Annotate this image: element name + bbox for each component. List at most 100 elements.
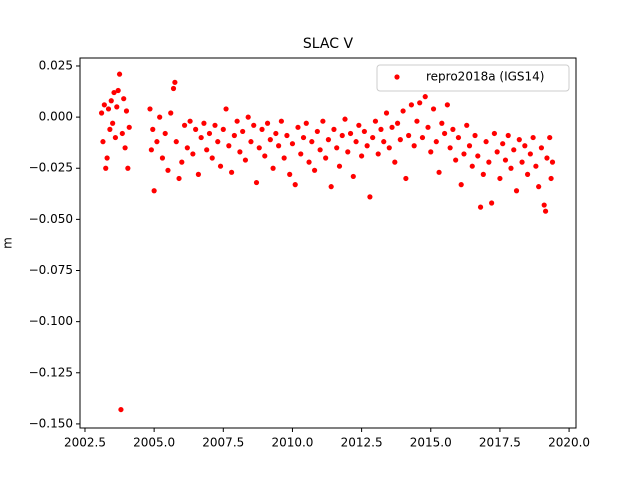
data-point	[486, 159, 492, 165]
data-point	[430, 106, 437, 112]
data-point	[289, 141, 296, 147]
data-point	[439, 120, 445, 126]
data-point	[251, 122, 257, 128]
data-point	[494, 149, 500, 155]
data-point	[483, 139, 489, 145]
x-tick-label: 2012.5	[341, 436, 383, 450]
data-point	[475, 153, 481, 159]
data-point	[311, 167, 318, 173]
data-point	[513, 188, 520, 194]
data-point	[101, 102, 107, 108]
data-point	[121, 96, 127, 102]
data-point	[181, 122, 188, 128]
data-point	[259, 126, 265, 132]
data-point	[176, 175, 182, 182]
chart-title: SLAC V	[303, 36, 354, 52]
data-point	[108, 98, 114, 104]
data-point	[245, 114, 251, 120]
data-point	[317, 147, 323, 153]
data-point	[284, 132, 290, 139]
data-point	[433, 139, 439, 145]
data-point	[273, 130, 279, 137]
data-point	[347, 130, 354, 137]
data-point	[184, 145, 190, 151]
data-point	[264, 120, 271, 126]
data-point	[527, 151, 533, 157]
data-point	[508, 165, 514, 171]
legend-label: repro2018a (IGS14)	[426, 70, 544, 84]
data-point	[292, 182, 298, 188]
y-tick-label: −0.100	[29, 314, 73, 328]
data-point	[489, 200, 495, 206]
data-point	[118, 406, 124, 413]
data-point	[538, 145, 545, 151]
data-point	[114, 104, 120, 110]
data-point	[328, 184, 334, 190]
data-point	[414, 118, 420, 124]
legend-box	[376, 64, 570, 92]
data-point	[378, 126, 384, 132]
data-point	[392, 159, 398, 165]
data-point	[444, 102, 450, 108]
data-point	[359, 153, 365, 159]
data-point	[480, 171, 486, 177]
data-point	[334, 145, 340, 151]
data-point	[159, 155, 166, 161]
data-point	[447, 145, 453, 151]
data-point	[450, 126, 456, 132]
data-point	[107, 126, 113, 132]
data-point	[154, 139, 160, 145]
data-point	[345, 149, 351, 155]
data-point	[147, 106, 153, 112]
data-point	[419, 134, 426, 141]
data-point	[111, 89, 117, 96]
y-tick-label: 0.000	[39, 110, 73, 124]
data-point	[220, 126, 226, 132]
data-point	[428, 149, 434, 155]
y-tick-label: −0.075	[29, 263, 73, 277]
x-tick-label: 2020.0	[548, 436, 590, 450]
y-tick-label: −0.025	[29, 161, 73, 175]
data-point	[367, 194, 373, 200]
x-tick-label: 2007.5	[202, 436, 244, 450]
data-point	[242, 157, 249, 163]
data-point	[170, 85, 177, 92]
data-point	[417, 100, 423, 106]
data-point	[173, 139, 179, 145]
data-point	[168, 110, 174, 116]
data-point	[276, 143, 282, 149]
data-point	[403, 175, 409, 182]
data-point	[303, 120, 309, 126]
data-point	[505, 132, 511, 139]
data-point	[215, 139, 221, 145]
data-point	[544, 155, 550, 161]
data-point	[511, 147, 517, 153]
data-point	[497, 175, 503, 182]
data-point	[314, 128, 320, 135]
data-point	[125, 165, 131, 171]
data-point	[126, 124, 132, 130]
data-point	[298, 151, 304, 157]
data-point	[541, 202, 547, 208]
data-point	[361, 128, 367, 135]
data-point	[98, 110, 105, 116]
data-point	[217, 163, 224, 169]
data-point	[116, 71, 123, 77]
data-point	[151, 188, 157, 194]
data-point	[364, 143, 370, 149]
data-point	[461, 151, 467, 157]
data-point	[112, 134, 119, 141]
data-point	[172, 79, 178, 85]
data-point	[209, 155, 215, 161]
data-point	[119, 130, 125, 137]
data-point	[253, 179, 260, 186]
data-point	[104, 155, 110, 161]
data-point	[436, 169, 442, 175]
y-axis-label: m	[1, 237, 15, 249]
data-point	[123, 108, 130, 114]
data-point	[500, 141, 506, 147]
data-point	[267, 137, 273, 143]
data-point	[100, 139, 106, 145]
data-point	[234, 118, 240, 124]
